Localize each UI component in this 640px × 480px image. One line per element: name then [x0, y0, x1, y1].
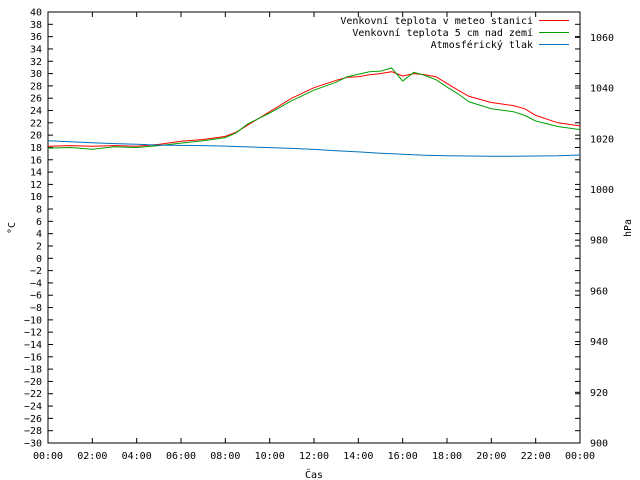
- series-line-1: [47, 71, 581, 147]
- y-tick-label: 14: [30, 168, 42, 179]
- y-tick-label: 32: [30, 57, 42, 68]
- x-tick-label: 02:00: [77, 451, 107, 462]
- y-tick-label: 40: [30, 8, 42, 19]
- y2-tick-label: 1060: [590, 33, 614, 44]
- plot-frame: [47, 11, 581, 444]
- y-tick-label: −8: [30, 303, 42, 314]
- y-tick-label: −18: [24, 365, 42, 376]
- y-tick-label: 8: [36, 205, 42, 216]
- y-tick-label: −20: [24, 377, 42, 388]
- x-tick-label: 00:00: [33, 451, 63, 462]
- y-tick-label: −26: [24, 414, 42, 425]
- y-tick-label: 22: [30, 118, 42, 129]
- y2-tick-label: 1020: [590, 134, 614, 145]
- y-tick-label: 0: [36, 254, 42, 265]
- x-tick-label: 18:00: [432, 451, 462, 462]
- y-tick-label: 28: [30, 81, 42, 92]
- y-tick-label: −22: [24, 389, 42, 400]
- x-tick-label: 08:00: [210, 451, 240, 462]
- legend: Venkovní teplota v meteo staniciVenkovní…: [340, 15, 569, 51]
- x-tick-label: 00:00: [565, 451, 595, 462]
- y2-tick-label: 980: [590, 236, 608, 247]
- series-line-3: [47, 140, 581, 157]
- y2-tick-label: 900: [590, 439, 608, 450]
- x-tick-label: 10:00: [255, 451, 285, 462]
- y-tick-label: 18: [30, 143, 42, 154]
- y-tick-label: 10: [30, 192, 42, 203]
- y-tick-label: 34: [30, 44, 42, 55]
- y-tick-label: 4: [36, 229, 42, 240]
- y-tick-label: −2: [30, 266, 42, 277]
- legend-label-1: Venkovní teplota v meteo stanici: [340, 15, 533, 27]
- y-tick-label: 38: [30, 20, 42, 31]
- y2-tick-label: 1000: [590, 185, 614, 196]
- series-group: [47, 67, 581, 157]
- y-tick-label: −14: [24, 340, 42, 351]
- x-tick-label: 20:00: [476, 451, 506, 462]
- y-tick-label: −28: [24, 426, 42, 437]
- y-axis-title: °C: [7, 222, 18, 234]
- y-tick-label: 12: [30, 180, 42, 191]
- x-tick-label: 16:00: [388, 451, 418, 462]
- y-tick-label: 6: [36, 217, 42, 228]
- y2-axis-title: hPa: [623, 219, 634, 237]
- y-tick-label: −30: [24, 439, 42, 450]
- y2-tick-label: 920: [590, 388, 608, 399]
- y-axis-ticks: −30−28−26−24−22−20−18−16−14−12−10−8−6−4−…: [24, 8, 580, 450]
- legend-label-3: Atmosférický tlak: [431, 39, 533, 51]
- y-tick-label: −10: [24, 315, 42, 326]
- x-tick-label: 06:00: [166, 451, 196, 462]
- x-tick-label: 22:00: [521, 451, 551, 462]
- legend-label-2: Venkovní teplota 5 cm nad zemí: [352, 27, 533, 39]
- x-axis-title: Čas: [305, 468, 323, 480]
- y2-axis-ticks: 900 920 940 960 980 1000 1020 1040 1060: [575, 33, 614, 450]
- y-tick-label: 16: [30, 155, 42, 166]
- y-tick-label: 30: [30, 69, 42, 80]
- y2-tick-label: 960: [590, 286, 608, 297]
- y-tick-label: 26: [30, 94, 42, 105]
- y2-tick-label: 940: [590, 337, 608, 348]
- y-tick-label: 24: [30, 106, 42, 117]
- y-tick-label: 20: [30, 131, 42, 142]
- y-tick-label: 2: [36, 241, 42, 252]
- y2-tick-label: 1040: [590, 84, 614, 95]
- y-tick-label: −16: [24, 352, 42, 363]
- y-tick-label: 36: [30, 32, 42, 43]
- y-tick-label: −4: [30, 278, 42, 289]
- series-line-2: [47, 67, 581, 150]
- y-tick-label: −24: [24, 402, 42, 413]
- x-tick-label: 04:00: [122, 451, 152, 462]
- y-tick-label: −12: [24, 328, 42, 339]
- y-tick-label: −6: [30, 291, 42, 302]
- x-tick-label: 14:00: [343, 451, 373, 462]
- x-tick-label: 12:00: [299, 451, 329, 462]
- x-axis-ticks: 00:00 02:00 04:00 06:00 08:00 10:00 12:00 14:00…: [33, 12, 595, 462]
